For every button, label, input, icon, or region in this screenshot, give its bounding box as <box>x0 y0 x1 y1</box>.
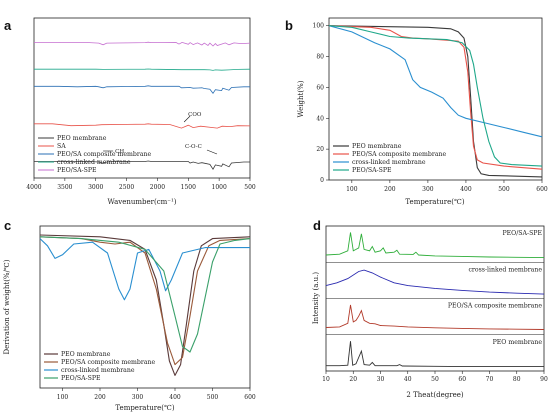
panel-d-series-line <box>326 341 544 368</box>
panel-d-x-tick-label: 80 <box>513 376 521 383</box>
panel-a-annotation-coc: C-O-C <box>185 144 202 150</box>
panel-d-x-tick-label: 20 <box>349 376 357 383</box>
panel-d-series-label: PEO/SA-SPE <box>502 230 542 237</box>
panel-d-x-tick-label: 40 <box>404 376 412 383</box>
panel-a-x-axis-label: Wavenumber(cm⁻¹) <box>107 198 176 206</box>
panel-d-x-tick-label: 30 <box>377 376 385 383</box>
panel-b-series-line <box>328 25 543 178</box>
panel-a-annotation-arrow <box>206 149 218 155</box>
panel-b-x-tick-label: 600 <box>536 186 548 193</box>
panel-a-x-tick-label: 1000 <box>212 184 227 191</box>
panel-a-chart: 4000 3500 3000 2500 2000 1500 1000 500 PEO memb… <box>26 17 256 206</box>
panel-a-x-tick-label: 500 <box>244 184 256 191</box>
panel-d-x-axis-label: 2 Theat(degree) <box>406 391 463 399</box>
panel-letter-c: c <box>4 218 11 233</box>
panel-a-x-tick-label: 2000 <box>150 184 165 191</box>
panel-b-x-axis-label: Temperature(℃) <box>405 198 464 206</box>
panel-b-x-tick-label: 400 <box>460 186 472 193</box>
panel-d-chart: 10 20 30 40 50 60 70 80 90 PEO/SA-SPE cross-linke… <box>312 225 548 399</box>
panel-b-x-tick-label: 100 <box>346 186 358 193</box>
panel-d-series-line <box>325 232 545 259</box>
panel-b-legend-label: PEO/SA composite membrane <box>352 151 447 158</box>
panel-a-annotation-ch: CH <box>115 149 124 155</box>
panel-c-x-tick-label: 100 <box>57 394 69 401</box>
panel-c-series-line <box>39 236 251 353</box>
panel-a-legend-label: SA <box>57 143 66 150</box>
panel-c-series-line <box>39 234 251 376</box>
panel-b-y-tick-label: 100 <box>313 23 325 30</box>
panel-b-y-tick-label: 20 <box>316 146 324 153</box>
panel-letter-a: a <box>4 18 12 33</box>
panel-d-series-label: PEO/SA composite membrane <box>448 303 543 310</box>
panel-d-x-tick-label: 70 <box>486 376 494 383</box>
panel-c-legend-label: PEO membrane <box>61 351 111 358</box>
panel-a-legend-label: PEO/SA-SPE <box>57 167 97 174</box>
panel-b-series-line <box>328 25 543 167</box>
panel-a-x-tick-label: 3500 <box>57 184 72 191</box>
panel-a-annotation-coo: COO <box>188 112 202 118</box>
panel-c-legend-label: cross-linked membrane <box>61 367 135 374</box>
panel-c-series-line <box>39 236 251 366</box>
panel-d-series-line <box>325 304 545 330</box>
panel-c-series-line <box>39 238 250 301</box>
panel-d-y-axis-label: Intensity (a.u.) <box>312 272 320 324</box>
panel-b-legend-label: PEO/SA-SPE <box>352 167 392 174</box>
panel-a-series-line <box>34 41 251 47</box>
panel-a-legend-label: PEO/SA composite membrane <box>57 151 152 158</box>
panel-b-x-tick-label: 200 <box>384 186 396 193</box>
panel-b-y-tick-label: 0 <box>320 177 324 184</box>
panel-b-y-axis-label: Weight(%) <box>297 80 305 117</box>
panel-a-x-tick-label: 3000 <box>88 184 103 191</box>
panel-d-series-label: PEO membrane <box>493 339 543 346</box>
panel-c-legend-label: PEO/SA-SPE <box>61 375 101 382</box>
panel-a-legend-label: PEO membrane <box>57 135 107 142</box>
panel-d-x-tick-label: 50 <box>431 376 439 383</box>
panel-b-legend-label: cross-linked membrane <box>352 159 426 166</box>
panel-letter-b: b <box>285 18 293 33</box>
panel-a-x-tick-label: 1500 <box>181 184 196 191</box>
panel-b-x-tick-label: 500 <box>498 186 510 193</box>
panel-c-x-tick-label: 600 <box>244 394 256 401</box>
panel-a-series-line <box>34 68 251 71</box>
panel-b-x-tick-label: 300 <box>422 186 434 193</box>
panel-a-annotation-arrow <box>183 115 191 123</box>
panel-letter-d: d <box>313 218 321 233</box>
panel-c-legend-label: PEO/SA composite membrane <box>61 359 156 366</box>
panel-d-x-tick-label: 90 <box>540 376 548 383</box>
panel-c-x-tick-label: 300 <box>132 394 144 401</box>
panel-c-x-tick-label: 500 <box>207 394 219 401</box>
panel-d-x-tick-label: 60 <box>458 376 466 383</box>
panel-d-x-tick-label: 10 <box>322 376 330 383</box>
panel-b-series-line <box>328 25 543 138</box>
panel-d-series-label: cross-linked membrane <box>468 266 542 273</box>
panel-b-series-line <box>328 25 543 170</box>
panel-d-series-line <box>325 269 545 295</box>
panel-b-legend-label: PEO membrane <box>352 143 402 150</box>
panel-b-y-tick-label: 40 <box>316 115 324 122</box>
panel-b-chart: 100 200 300 400 500 600 0 20 40 60 80 100 PEO membr… <box>297 17 548 206</box>
panel-b-y-tick-label: 80 <box>316 54 324 61</box>
panel-c-y-axis-label: Derivation of weight(%/℃) <box>3 259 11 354</box>
panel-c-x-tick-label: 400 <box>169 394 181 401</box>
panel-b-frame <box>328 17 543 181</box>
panel-a-x-tick-label: 4000 <box>26 184 41 191</box>
panel-a-frame <box>33 17 251 179</box>
panel-a-series-line <box>34 160 250 170</box>
panel-c-x-axis-label: Temperature(℃) <box>115 404 174 412</box>
panel-a-legend-label: cross-linked membrane <box>57 159 131 166</box>
panel-c-frame <box>39 225 251 389</box>
panel-a-series-line <box>34 123 251 129</box>
panel-a-x-tick-label: 2500 <box>119 184 134 191</box>
panel-c-x-tick-label: 200 <box>94 394 106 401</box>
panel-a-series-line <box>34 85 250 94</box>
panel-b-y-tick-label: 60 <box>316 84 324 91</box>
